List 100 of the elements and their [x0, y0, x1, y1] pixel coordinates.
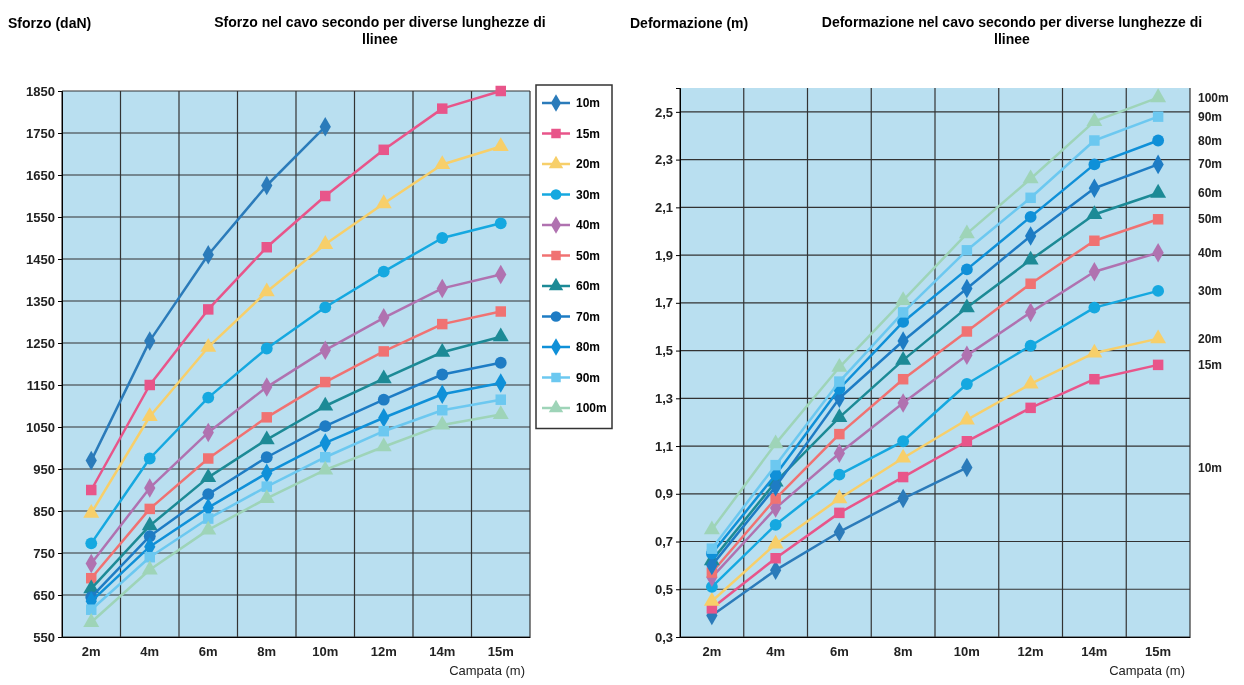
point	[961, 326, 973, 337]
x-tick-label: 4m	[140, 644, 160, 660]
point	[1152, 134, 1165, 147]
x-tick-label: 15m	[487, 644, 514, 660]
y-tick-label: 1,9	[654, 247, 673, 263]
x-tick-label: 12m	[1017, 644, 1044, 660]
point	[378, 346, 389, 357]
point	[437, 103, 448, 114]
text: 70m	[1198, 157, 1223, 172]
point	[203, 304, 214, 315]
point	[1022, 250, 1039, 265]
y-tick-label: 1,7	[654, 295, 673, 311]
point	[495, 306, 506, 317]
point	[897, 471, 909, 483]
legend-label: 30m	[576, 187, 601, 202]
x-tick-label: 2m	[702, 644, 722, 660]
y-tick-label: 1,5	[654, 343, 673, 359]
text: 100m	[1198, 90, 1229, 105]
point	[1088, 301, 1101, 314]
text: 90m	[1198, 109, 1223, 124]
point	[1152, 111, 1164, 122]
point	[1024, 339, 1037, 352]
point	[1089, 235, 1100, 247]
point	[261, 481, 272, 492]
point	[895, 291, 912, 306]
point	[706, 543, 718, 554]
point	[1088, 158, 1101, 171]
text: 40m	[1198, 245, 1223, 260]
point	[144, 551, 155, 563]
point	[202, 391, 215, 404]
point	[958, 298, 975, 313]
point	[434, 155, 451, 170]
x-tick-label: 6m	[829, 644, 849, 660]
point	[377, 265, 390, 278]
point	[834, 428, 845, 440]
point	[437, 404, 448, 416]
point	[320, 190, 331, 202]
point	[436, 368, 449, 381]
point	[1086, 205, 1103, 220]
point	[202, 488, 215, 501]
y-tick-label: 850	[33, 503, 55, 519]
y-tick-label: 1850	[26, 83, 55, 99]
y-tick-label: 1050	[26, 419, 55, 435]
point	[141, 407, 158, 422]
y-tick-label: 750	[33, 545, 55, 561]
point	[833, 468, 846, 481]
y-axis-title: Sforzo (daN)	[8, 15, 92, 31]
point	[260, 342, 273, 355]
point	[897, 307, 909, 318]
y-tick-label: 550	[33, 629, 55, 645]
point	[831, 408, 848, 422]
point	[958, 410, 975, 425]
point	[86, 484, 97, 496]
chart-title: Sforzo nel cavo secondo per diverse lunghezze di llinee	[213, 14, 547, 48]
x-tick-label: 14m	[429, 644, 456, 660]
y-tick-label: 650	[33, 587, 55, 603]
point	[1089, 373, 1100, 385]
point	[495, 394, 506, 405]
point	[494, 217, 507, 230]
point	[897, 373, 909, 385]
legend-label: 70m	[576, 309, 601, 324]
y-axis-title: Deformazione (m)	[630, 15, 749, 31]
legend-label: 20m	[576, 157, 601, 171]
point	[320, 452, 331, 463]
point	[897, 435, 910, 448]
point	[203, 513, 214, 524]
point	[437, 318, 448, 330]
y-tick-label: 1650	[26, 167, 55, 183]
y-tick-label: 1250	[26, 335, 55, 351]
point	[1025, 278, 1036, 289]
x-tick-label: 2m	[81, 644, 101, 660]
y-tick-label: 0,9	[654, 486, 673, 502]
y-tick-label: 1550	[26, 209, 55, 225]
point	[1025, 402, 1036, 414]
point	[144, 503, 155, 515]
point	[831, 489, 848, 504]
point	[1089, 135, 1100, 146]
y-tick-label: 2,3	[654, 152, 673, 168]
point	[1022, 374, 1039, 389]
point	[320, 376, 331, 388]
point	[203, 453, 214, 464]
point	[1150, 183, 1167, 198]
point	[1152, 359, 1164, 371]
x-tick-label: 15m	[1145, 644, 1172, 660]
x-tick-label: 4m	[766, 644, 786, 660]
point	[769, 518, 782, 531]
point	[767, 434, 784, 449]
point	[495, 85, 506, 97]
text: 80m	[1198, 133, 1223, 148]
point	[834, 376, 845, 387]
text: 15m	[1198, 357, 1223, 372]
point	[378, 144, 389, 156]
x-axis-title: Campata (m)	[1109, 663, 1185, 678]
point	[1025, 192, 1036, 204]
point	[1024, 210, 1037, 223]
x-tick-label: 6m	[198, 644, 218, 660]
point	[144, 379, 155, 391]
point	[1022, 169, 1039, 184]
point	[831, 358, 848, 372]
point	[86, 604, 97, 615]
